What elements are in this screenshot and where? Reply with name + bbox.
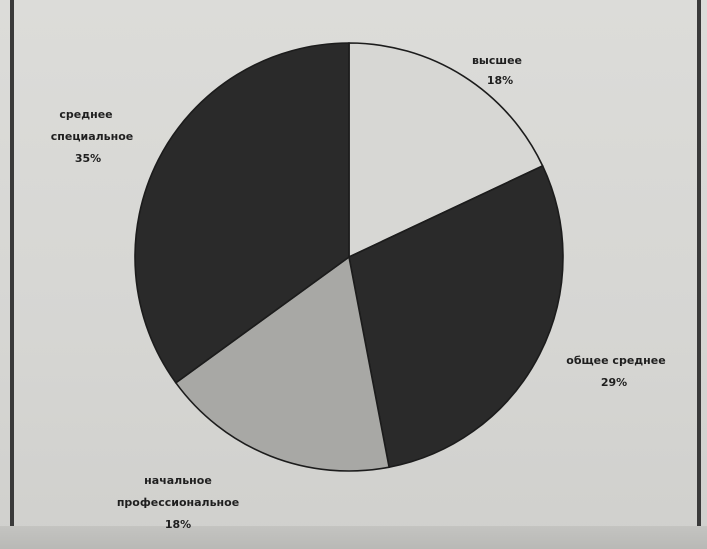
left-border xyxy=(10,0,14,549)
right-border xyxy=(697,0,701,549)
slice-label-srednee-spetsialnoe: среднее специальное 35% xyxy=(51,108,134,165)
slice-percent: 29% xyxy=(601,376,627,389)
slice-vysshee xyxy=(348,42,544,259)
bottom-band xyxy=(0,526,707,549)
slice-srednee-spetsialnoe xyxy=(134,42,350,384)
slice-name-line-1: среднее xyxy=(59,108,112,121)
slice-percent: 18% xyxy=(165,518,191,531)
slice-nachalnoe-professionalnoe xyxy=(174,255,391,472)
slice-name-line-2: профессиональное xyxy=(117,496,239,509)
pie-slices xyxy=(134,42,564,472)
slice-name: высшее xyxy=(472,54,522,67)
slice-label-vysshee: высшее 18% xyxy=(472,54,522,87)
slice-percent: 35% xyxy=(75,152,101,165)
slice-name-line-2: специальное xyxy=(51,130,134,143)
slice-obshchee-srednee xyxy=(348,164,564,469)
slice-label-obshchee-srednee: общее среднее 29% xyxy=(566,354,665,389)
slice-percent: 18% xyxy=(487,74,513,87)
slice-name-line-1: начальное xyxy=(144,474,212,487)
slice-label-nachalnoe-professionalnoe: начальное профессиональное 18% xyxy=(117,474,239,531)
slice-name: общее среднее xyxy=(566,354,665,367)
